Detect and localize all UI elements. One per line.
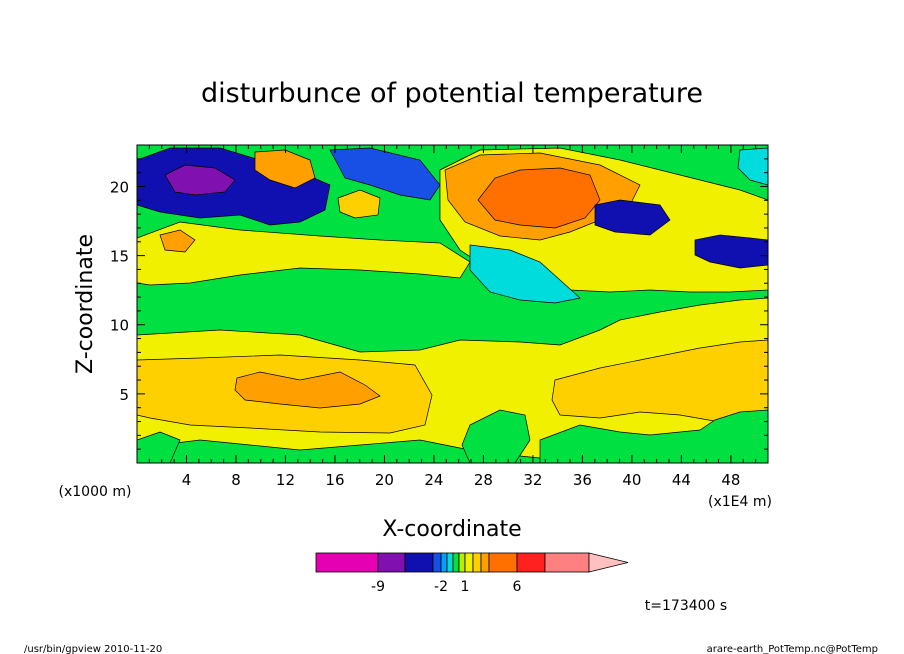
heatmap-field [137,145,768,463]
footer-right: arare-earth_PotTemp.nc@PotTemp [707,644,878,654]
x-tick-label: 36 [573,471,592,489]
colorbar-tick-label: 6 [513,579,522,595]
band-yellow-upper [137,221,471,286]
band-blue-upper-mid [329,147,441,201]
colorbar-swatch [472,552,482,573]
band-cyan-right [469,244,581,304]
y-axis: 5 10 15 20 [110,158,768,450]
colorbar-end-triangle [588,552,629,573]
colorbar-swatch [464,552,474,573]
band-cyan-upper-right [737,147,768,186]
x-tick-label: 48 [721,471,740,489]
colorbar: -9 -2 1 6 [315,552,629,595]
colorbar-swatch [440,552,448,573]
colorbar-swatch [452,552,460,573]
colorbar-swatch [488,552,518,573]
band-orange-left-blob [159,229,196,253]
x-tick-label: 8 [231,471,241,489]
band-blue-far-right [694,234,768,269]
x-tick-label: 24 [424,471,443,489]
colorbar-swatch [516,552,546,573]
x-tick-label: 12 [276,471,295,489]
colorbar-tick-label: -2 [434,579,448,595]
x-tick-label: 44 [672,471,691,489]
colorbar-swatch [458,552,466,573]
time-label: t=173400 s [645,598,727,614]
colorbar-tick-label: 1 [461,579,470,595]
y-axis-label: Z-coordinate [73,234,98,374]
x-tick-label: 20 [375,471,394,489]
band-green-lowleft [461,409,531,463]
colorbar-swatch [404,552,434,573]
x-tick-label: 40 [622,471,641,489]
x-tick-label: 32 [523,471,542,489]
band-blue-right [594,199,671,236]
colorbar-swatch [544,552,590,573]
band-purple-upper-left [164,164,236,196]
y-tick-label: 15 [110,248,129,266]
band-green-lowright [539,409,768,463]
colorbar-swatch [315,552,379,573]
x-tick-label: 4 [182,471,192,489]
x-tick-label: 16 [325,471,344,489]
y-tick-label: 5 [119,386,129,404]
colorbar-swatch [377,552,406,573]
colorbar-tick-label: -9 [371,579,385,595]
band-orange-upper-mid [337,189,381,219]
y-tick-label: 10 [110,317,129,335]
band-red-upper-right [477,167,601,229]
band-dark-orange-left [234,371,381,409]
colorbar-swatch [432,552,442,573]
chart-title: disturbunce of potential temperature [201,78,703,109]
y-tick-label: 20 [110,178,129,196]
x-tick-label: 28 [474,471,493,489]
x-unit-right: (x1E4 m) [708,494,772,510]
colorbar-swatch [480,552,490,573]
band-orange-upper-left [254,149,316,189]
x-axis-label: X-coordinate [382,517,521,542]
footer-left: /usr/bin/gpview 2010-11-20 [24,644,162,654]
plot-frame [136,144,769,464]
colorbar-swatch [446,552,454,573]
x-axis: 4 8 12 16 20 24 28 32 36 40 44 48 [148,145,757,489]
band-green-lowleft-2 [137,431,181,463]
x-unit-left: (x1000 m) [59,484,132,500]
